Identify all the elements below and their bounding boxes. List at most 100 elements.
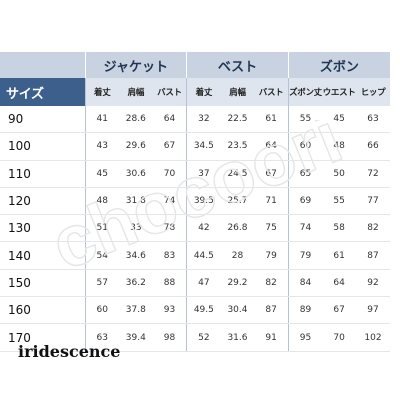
table-cell: 47: [186, 269, 221, 298]
table-cell: 31.8: [118, 187, 153, 216]
size-cell: 120: [0, 187, 86, 216]
table-cell: 67: [322, 296, 357, 325]
table-cell: 39.5: [186, 187, 221, 216]
table-row: 140 54 34.6 83 44.5 28 79 79 61 87: [0, 241, 390, 270]
table-cell: 67: [254, 160, 289, 188]
table-cell: 61: [254, 106, 289, 134]
table-cell: 33: [118, 214, 153, 243]
table-cell: 28.6: [118, 106, 153, 134]
table-cell: 41: [85, 106, 119, 134]
table-row: 150 57 36.2 88 47 29.2 82 84 64 92: [0, 269, 390, 298]
size-cell: 170: [0, 323, 86, 352]
table-cell: 60: [85, 296, 119, 325]
table-cell: 93: [152, 296, 187, 325]
table-cell: 84: [287, 269, 323, 298]
table-cell: 52: [186, 323, 221, 352]
table-cell: 37.8: [118, 296, 153, 325]
table-cell: 77: [356, 187, 390, 216]
corner-cell: [0, 52, 86, 78]
table-row: 170 63 39.4 98 52 31.6 91 95 70 102: [0, 323, 390, 352]
table-cell: 102: [356, 323, 390, 352]
table-row: 130 51 33 78 42 26.8 75 74 58 82: [0, 214, 390, 243]
table-cell: 25.7: [220, 187, 255, 216]
table-cell: 65: [287, 160, 323, 188]
table-cell: 34.5: [186, 132, 221, 161]
table-cell: 87: [356, 241, 390, 270]
table-cell: 82: [356, 214, 390, 243]
size-table-body: 90 41 28.6 64 32 22.5 61 55 45 63 100 43 29.6 67 34.5 2…: [0, 106, 390, 352]
table-cell: 74: [152, 187, 187, 216]
table-cell: 70: [152, 160, 187, 188]
table-cell: 45: [85, 160, 119, 188]
table-cell: 70: [322, 323, 357, 352]
table-cell: 39.4: [118, 323, 153, 352]
table-cell: 42: [186, 214, 221, 243]
table-cell: 72: [356, 160, 390, 188]
table-cell: 37: [186, 160, 221, 188]
size-cell: 90: [0, 106, 86, 134]
table-row: 160 60 37.8 93 49.5 30.4 87 89 67 97: [0, 296, 390, 325]
size-column-header: サイズ: [0, 78, 86, 106]
column-header-jacket-bust: バスト: [152, 78, 187, 106]
table-cell: 66: [356, 132, 390, 161]
table-cell: 78: [152, 214, 187, 243]
table-cell: 26.8: [220, 214, 255, 243]
group-header-vest: ベスト: [186, 52, 289, 78]
table-cell: 92: [356, 269, 390, 298]
table-cell: 55: [322, 187, 357, 216]
table-cell: 24.5: [220, 160, 255, 188]
table-row: 90 41 28.6 64 32 22.5 61 55 45 63: [0, 106, 390, 134]
table-cell: 75: [254, 214, 289, 243]
table-row: 110 45 30.6 70 37 24.5 67 65 50 72: [0, 160, 390, 188]
table-cell: 29.6: [118, 132, 153, 161]
table-cell: 64: [152, 106, 187, 134]
table-cell: 71: [254, 187, 289, 216]
column-header-vest-shoulder: 肩幅: [220, 78, 255, 106]
group-header-jacket: ジャケット: [84, 52, 187, 78]
column-header-vest-bust: バスト: [254, 78, 289, 106]
table-cell: 98: [152, 323, 187, 352]
table-cell: 31.6: [220, 323, 255, 352]
table-cell: 74: [287, 214, 323, 243]
group-header-row: ジャケット ベスト ズボン: [0, 52, 390, 78]
size-table: ジャケット ベスト ズボン サイズ 着丈 肩幅 バスト 着丈 肩幅 バスト ズボ…: [0, 52, 390, 352]
table-cell: 83: [152, 241, 187, 270]
table-cell: 30.6: [118, 160, 153, 188]
column-header-row: サイズ 着丈 肩幅 バスト 着丈 肩幅 バスト ズボン丈 ウエスト ヒップ: [0, 78, 390, 106]
table-cell: 29.2: [220, 269, 255, 298]
table-cell: 48: [85, 187, 119, 216]
table-row: 100 43 29.6 67 34.5 23.5 64 60 48 66: [0, 132, 390, 161]
table-cell: 58: [322, 214, 357, 243]
brand-name: iridescence: [18, 342, 121, 361]
table-cell: 50: [322, 160, 357, 188]
table-cell: 64: [322, 269, 357, 298]
table-cell: 44.5: [186, 241, 221, 270]
table-cell: 60: [287, 132, 323, 161]
table-cell: 69: [287, 187, 323, 216]
size-cell: 150: [0, 269, 86, 298]
size-cell: 160: [0, 296, 86, 325]
table-cell: 61: [322, 241, 357, 270]
column-header-vest-length: 着丈: [186, 78, 221, 106]
table-cell: 51: [85, 214, 119, 243]
table-cell: 95: [287, 323, 323, 352]
group-header-pants: ズボン: [287, 52, 390, 78]
table-cell: 67: [152, 132, 187, 161]
table-cell: 79: [287, 241, 323, 270]
table-cell: 54: [85, 241, 119, 270]
table-cell: 48: [322, 132, 357, 161]
column-header-pants-waist: ウエスト: [322, 78, 357, 106]
table-cell: 57: [85, 269, 119, 298]
table-cell: 63: [85, 323, 119, 352]
table-cell: 88: [152, 269, 187, 298]
size-cell: 110: [0, 160, 86, 188]
column-header-jacket-shoulder: 肩幅: [118, 78, 153, 106]
table-cell: 89: [287, 296, 323, 325]
table-cell: 43: [85, 132, 119, 161]
table-cell: 45: [322, 106, 357, 134]
column-header-pants-hip: ヒップ: [356, 78, 390, 106]
table-cell: 32: [186, 106, 221, 134]
table-cell: 49.5: [186, 296, 221, 325]
table-cell: 23.5: [220, 132, 255, 161]
table-cell: 79: [254, 241, 289, 270]
